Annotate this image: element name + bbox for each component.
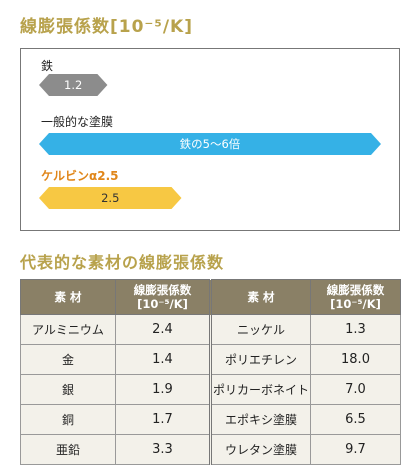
value-cell: 2.4 <box>115 314 211 345</box>
table-row: 銀 1.9 ポリカーボネイト 7.0 <box>20 374 401 405</box>
value-cell: 18.0 <box>310 344 401 375</box>
value-cell: 3.3 <box>115 434 211 465</box>
chart-svg: 1.2 鉄の5〜6倍 2.5 <box>39 74 381 209</box>
chart-title: 線膨張係数[10⁻⁵/K] <box>20 17 193 37</box>
value-cell: 1.7 <box>115 404 211 435</box>
header-coef-1: 線膨張係数 [10⁻⁵/K] <box>115 279 211 315</box>
bar-label-iron: 鉄 <box>41 59 54 73</box>
header-coef-1-line2: [10⁻⁵/K] <box>137 297 188 311</box>
table-row: 金 1.4 ポリエチレン 18.0 <box>20 344 401 375</box>
material-cell: 銀 <box>20 374 116 405</box>
table-row: 銅 1.7 エポキシ塗膜 6.5 <box>20 404 401 435</box>
value-cell: 9.7 <box>310 434 401 465</box>
bar-value-kelvin: 2.5 <box>101 191 119 205</box>
material-cell: 銅 <box>20 404 116 435</box>
material-cell: ポリエチレン <box>209 344 311 375</box>
table-row: 亜鉛 3.3 ウレタン塗膜 9.7 <box>20 434 401 465</box>
header-material-2: 素 材 <box>209 279 311 315</box>
material-cell: 亜鉛 <box>20 434 116 465</box>
material-cell: アルミニウム <box>20 314 116 345</box>
material-cell: ニッケル <box>209 314 311 345</box>
bar-coating <box>39 133 381 155</box>
material-cell: 金 <box>20 344 116 375</box>
header-coef-2: 線膨張係数 [10⁻⁵/K] <box>310 279 401 315</box>
bar-value-coating: 鉄の5〜6倍 <box>180 137 241 151</box>
table-title: 代表的な素材の線膨張係数 <box>20 253 225 272</box>
value-cell: 6.5 <box>310 404 401 435</box>
bar-label-coating: 一般的な塗膜 <box>41 115 114 129</box>
header-material-1: 素 材 <box>20 279 116 315</box>
value-cell: 1.3 <box>310 314 401 345</box>
bar-value-iron: 1.2 <box>64 78 82 92</box>
table-row: アルミニウム 2.4 ニッケル 1.3 <box>20 314 401 345</box>
chart-panel: 1.2 鉄の5〜6倍 2.5 鉄 一般的な塗膜 ケルビンα2.5 <box>20 48 400 231</box>
header-coef-1-line1: 線膨張係数 <box>133 283 192 297</box>
header-coef-2-line2: [10⁻⁵/K] <box>330 297 381 311</box>
value-cell: 1.9 <box>115 374 211 405</box>
materials-table: 素 材 線膨張係数 [10⁻⁵/K] 素 材 線膨張係数 [10⁻⁵/K] アル… <box>20 279 401 465</box>
table-header-row: 素 材 線膨張係数 [10⁻⁵/K] 素 材 線膨張係数 [10⁻⁵/K] <box>20 279 401 315</box>
value-cell: 7.0 <box>310 374 401 405</box>
header-coef-2-line1: 線膨張係数 <box>326 283 385 297</box>
material-cell: ポリカーボネイト <box>209 374 311 405</box>
bar-kelvin <box>39 187 182 209</box>
material-cell: ウレタン塗膜 <box>209 434 311 465</box>
bar-label-kelvin: ケルビンα2.5 <box>41 169 119 183</box>
material-cell: エポキシ塗膜 <box>209 404 311 435</box>
value-cell: 1.4 <box>115 344 211 375</box>
bar-iron <box>39 74 108 96</box>
